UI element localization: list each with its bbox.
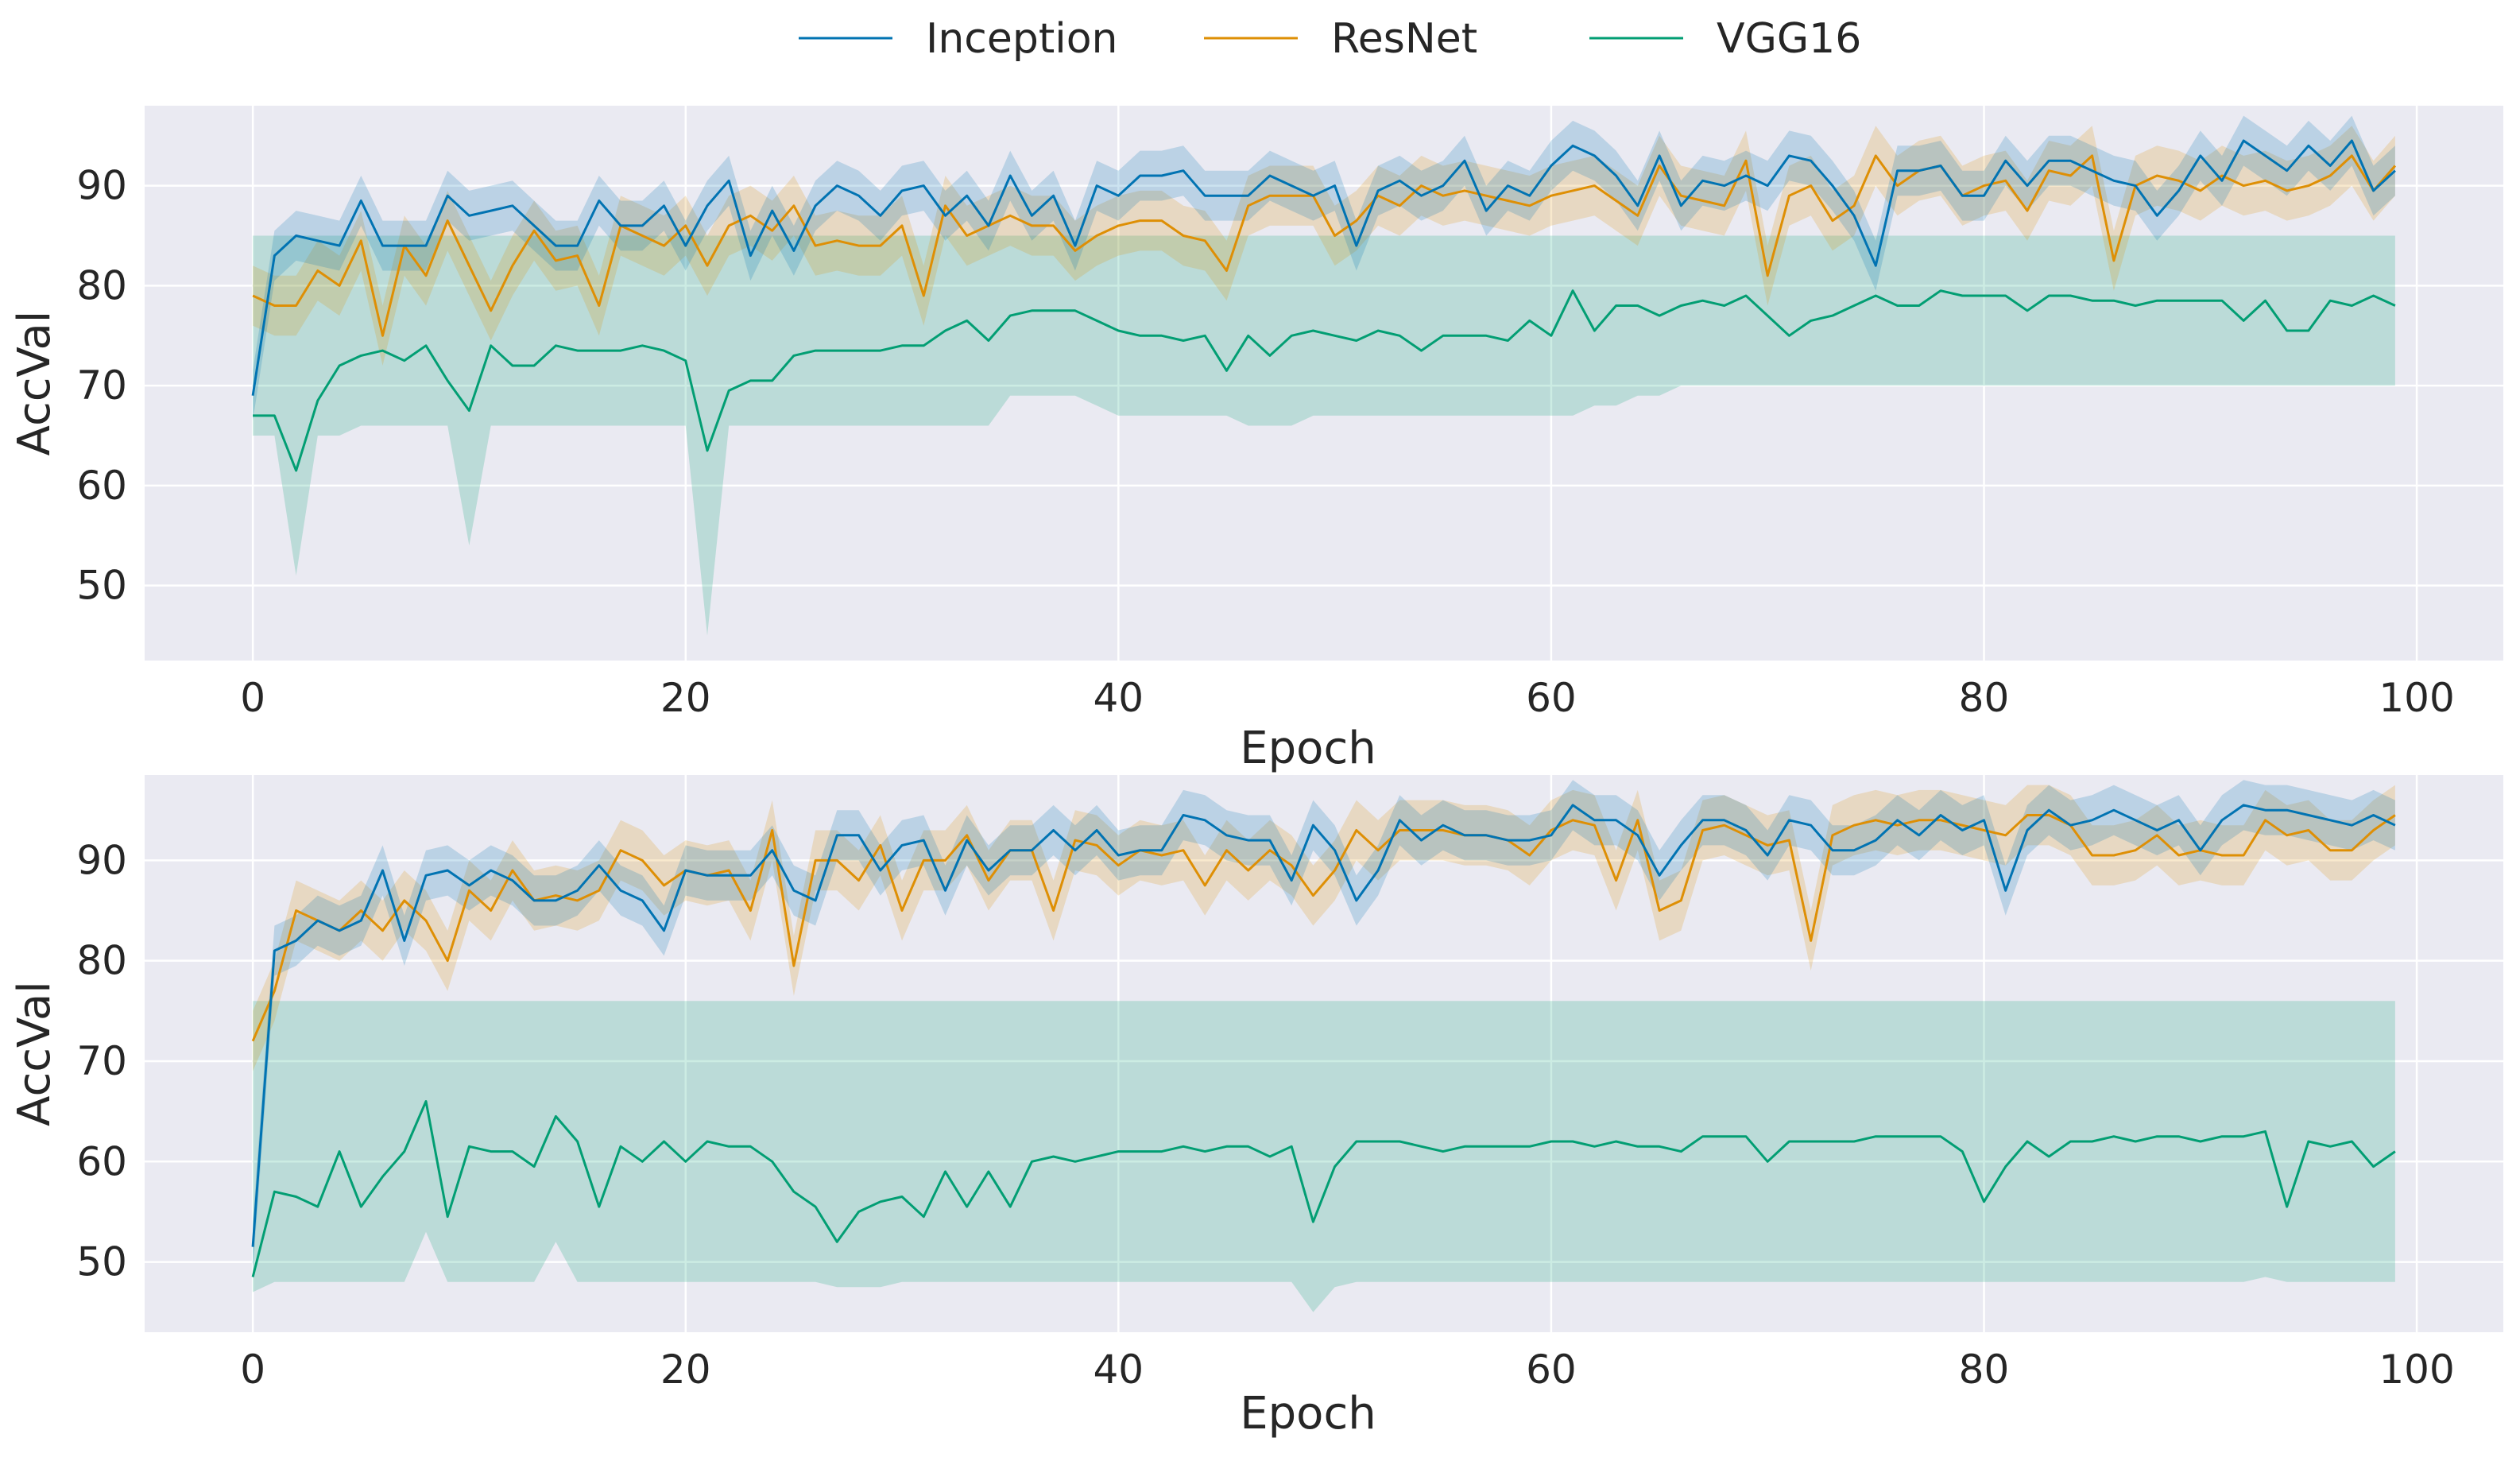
x-tick-label: 20 (660, 675, 711, 721)
plot-area (145, 106, 2503, 661)
bottom-chart-panel: 0 20 40 60 80 100 50 60 70 80 90 Epoch AccVal (9, 775, 2503, 1440)
y-tick-label: 80 (76, 262, 127, 308)
x-tick-label: 40 (1094, 675, 1144, 721)
y-axis-title: AccVal (9, 981, 60, 1126)
series-line-vgg16 (251, 1100, 2396, 1277)
x-tick-label: 60 (1526, 1347, 1577, 1393)
x-tick-label: 40 (1094, 1347, 1144, 1393)
x-tick-label: 60 (1526, 675, 1577, 721)
legend-label: Inception (926, 15, 1118, 63)
confidence-band-vgg16 (253, 1001, 2395, 1312)
legend: Inception ResNet VGG16 (799, 15, 1861, 63)
x-tick-label: 0 (240, 1347, 265, 1393)
x-tick-label: 0 (240, 675, 265, 721)
y-tick-label: 50 (76, 1239, 127, 1285)
legend-item-inception: Inception (799, 15, 1118, 63)
legend-item-resnet: ResNet (1204, 15, 1477, 63)
y-tick-label: 60 (76, 1138, 127, 1184)
series-line-inception (251, 804, 2396, 1247)
confidence-band-vgg16 (253, 235, 2395, 636)
confidence-band-inception (253, 780, 2395, 1273)
y-tick-label: 70 (76, 1038, 127, 1084)
legend-label: ResNet (1331, 15, 1477, 63)
top-chart-panel: 0 20 40 60 80 100 50 60 70 80 90 Epoch AccVal (9, 106, 2503, 774)
y-tick-label: 90 (76, 163, 127, 209)
y-tick-label: 90 (76, 837, 127, 883)
plot-area (145, 775, 2503, 1332)
x-tick-label: 100 (2379, 675, 2454, 721)
legend-label: VGG16 (1717, 15, 1861, 63)
y-tick-label: 80 (76, 938, 127, 984)
legend-item-vgg16: VGG16 (1589, 15, 1861, 63)
x-tick-label: 80 (1959, 1347, 2010, 1393)
series-line-inception (251, 139, 2396, 396)
series-line-resnet (252, 154, 2397, 337)
y-tick-label: 60 (76, 463, 127, 509)
x-axis-title: Epoch (1240, 723, 1376, 774)
confidence-band-resnet (253, 126, 2395, 366)
x-axis-title: Epoch (1240, 1388, 1376, 1440)
series-line-vgg16 (253, 289, 2396, 472)
y-axis-title: AccVal (9, 311, 60, 456)
x-tick-label: 100 (2379, 1347, 2454, 1393)
series-line-resnet (251, 814, 2396, 1042)
x-tick-label: 20 (660, 1347, 711, 1393)
y-tick-label: 70 (76, 362, 127, 409)
x-tick-label: 80 (1959, 675, 2010, 721)
confidence-band-inception (253, 115, 2395, 421)
y-tick-label: 50 (76, 563, 127, 609)
